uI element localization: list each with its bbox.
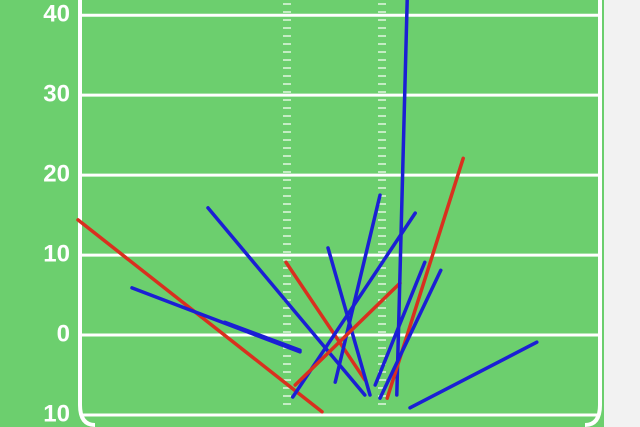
margin — [604, 0, 640, 427]
pass — [373, 260, 427, 387]
pass — [333, 193, 382, 384]
y-tick-label: 30 — [43, 80, 70, 107]
pass — [223, 320, 302, 352]
sideline — [584, 0, 602, 427]
y-tick-label: 0 — [57, 320, 70, 347]
y-tick-label: 40 — [43, 1, 70, 28]
pass — [378, 268, 443, 400]
pass — [293, 281, 402, 387]
pass — [408, 340, 539, 410]
pass — [76, 218, 324, 414]
y-tick-label: 10 — [43, 400, 70, 427]
y-tick-label: 20 — [43, 160, 70, 187]
sideline — [78, 0, 96, 427]
pass — [284, 260, 367, 382]
y-tick-label: 10 — [43, 240, 70, 267]
